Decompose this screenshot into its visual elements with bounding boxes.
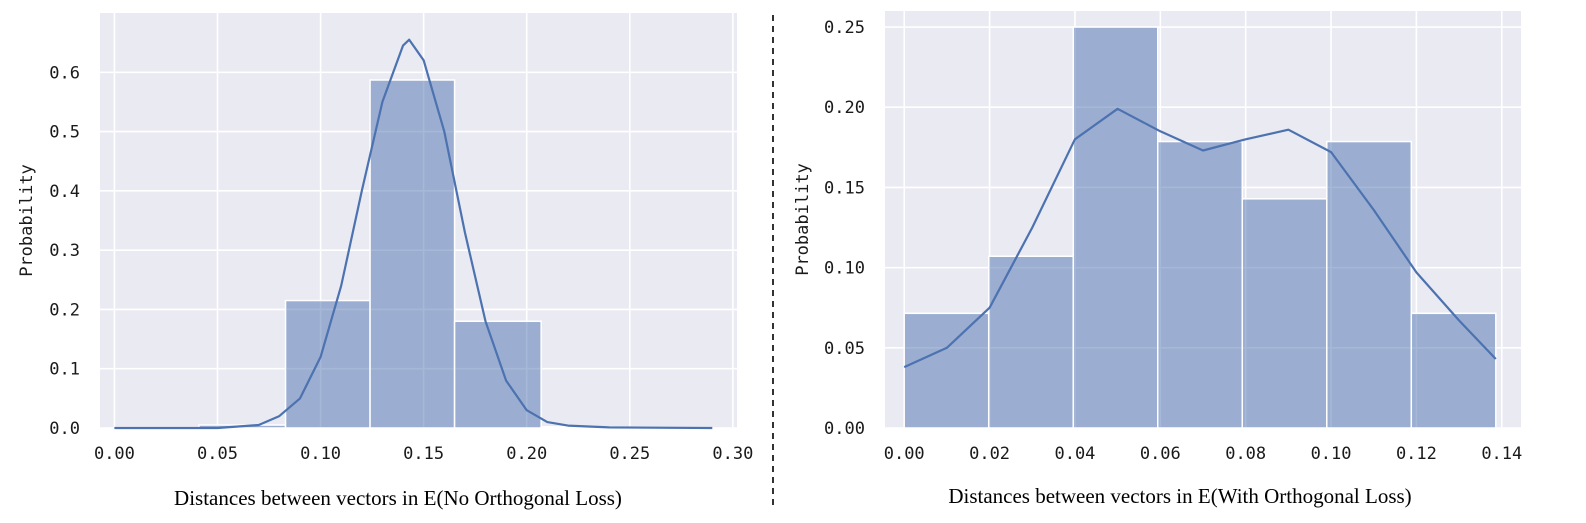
y-tick-label: 0.25 — [824, 18, 865, 38]
y-tick-label: 0.0 — [49, 419, 80, 439]
x-tick-label: 0.10 — [300, 444, 341, 464]
histogram-bar — [1072, 26, 1159, 429]
y-tick-label: 0.15 — [824, 178, 865, 198]
histogram-bar — [903, 312, 990, 429]
x-tick-label: 0.05 — [197, 444, 238, 464]
x-tick-label: 0.00 — [884, 444, 925, 464]
y-tick-label: 0.2 — [49, 300, 80, 320]
histogram-bar — [284, 299, 371, 429]
y-tick-label: 0.10 — [824, 259, 865, 279]
x-tick-label: 0.02 — [969, 444, 1010, 464]
x-tick-label: 0.14 — [1481, 444, 1522, 464]
y-tick-labels: 0.00 0.05 0.10 0.15 0.20 0.25 — [824, 18, 865, 439]
histogram-bar — [1241, 198, 1328, 429]
kde-curve — [114, 38, 713, 430]
x-tick-labels: 0.00 0.02 0.04 0.06 0.08 0.10 0.12 0.14 — [884, 444, 1523, 464]
histogram-bar — [1157, 140, 1244, 429]
y-tick-label: 0.05 — [824, 339, 865, 359]
x-tick-label: 0.25 — [609, 444, 650, 464]
y-tick-label: 0.5 — [49, 123, 80, 143]
y-tick-label: 0.1 — [49, 360, 80, 380]
histogram-bar — [987, 255, 1074, 429]
x-tick-label: 0.15 — [403, 444, 444, 464]
x-tick-label: 0.04 — [1054, 444, 1095, 464]
x-tick-label: 0.20 — [506, 444, 547, 464]
x-axis-label: Distances between vectors in E(With Orth… — [948, 484, 1411, 508]
chart-panel-with-orthogonal-loss: 0.00 0.02 0.04 0.06 0.08 0.10 0.12 0.14 0.00 0.05… — [793, 11, 1522, 508]
x-tick-label: 0.08 — [1225, 444, 1266, 464]
y-tick-label: 0.6 — [49, 63, 80, 83]
y-tick-label: 0.4 — [49, 182, 80, 202]
histogram-bars — [113, 79, 711, 429]
x-tick-label: 0.10 — [1311, 444, 1352, 464]
histogram-bar — [1326, 140, 1413, 429]
y-axis-label: Probability — [17, 164, 37, 277]
x-tick-label: 0.06 — [1140, 444, 1181, 464]
y-axis-label: Probability — [793, 163, 813, 276]
x-tick-label: 0.12 — [1396, 444, 1437, 464]
x-axis-label: Distances between vectors in E(No Orthog… — [174, 486, 622, 510]
kde-curve — [903, 107, 1497, 369]
x-tick-labels: 0.00 0.05 0.10 0.15 0.20 0.25 0.30 — [94, 444, 753, 464]
y-tick-label: 0.20 — [824, 98, 865, 118]
histogram-bar — [1410, 312, 1497, 429]
histogram-bar — [369, 79, 456, 429]
chart-panel-no-orthogonal-loss: 0.00 0.05 0.10 0.15 0.20 0.25 0.30 0.0 0.1 0.2 0.3… — [17, 13, 753, 510]
y-tick-labels: 0.0 0.1 0.2 0.3 0.4 0.5 0.6 — [49, 63, 80, 439]
y-tick-label: 0.00 — [824, 419, 865, 439]
x-tick-label: 0.30 — [712, 444, 753, 464]
x-tick-label: 0.00 — [94, 444, 135, 464]
y-tick-label: 0.3 — [49, 241, 80, 261]
